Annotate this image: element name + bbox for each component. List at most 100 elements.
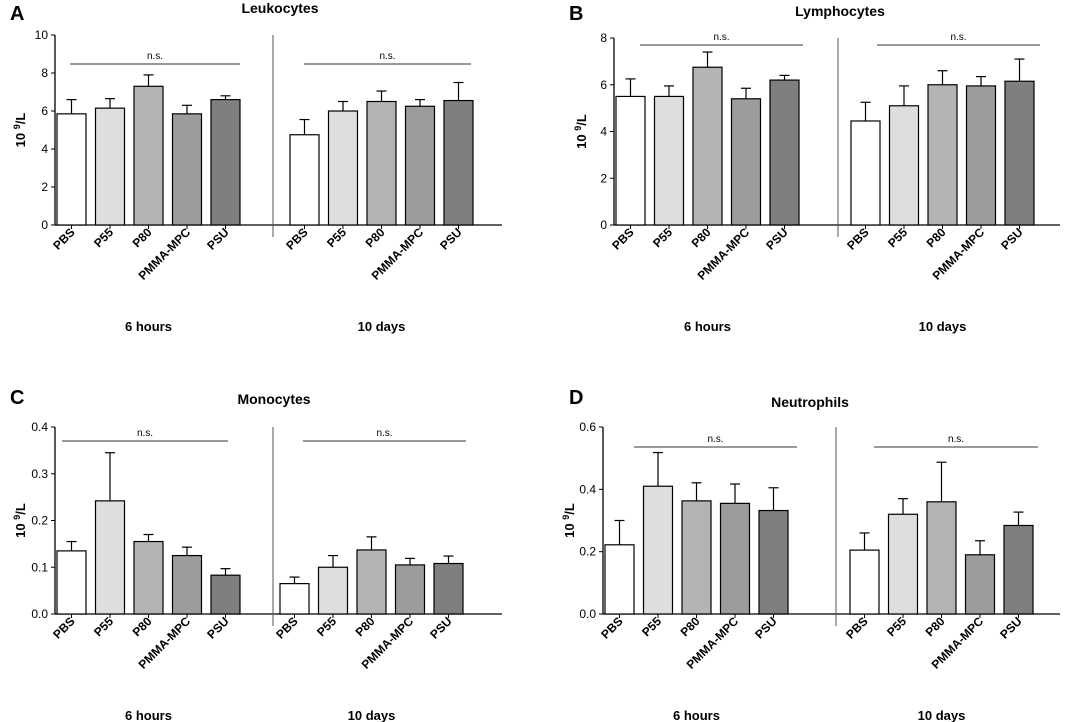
- panel-a-group-1-category-label: PSU: [204, 225, 231, 252]
- panel-c-group-2-category-label: P55: [314, 614, 339, 639]
- panel-a-ytick-label: 6: [41, 104, 48, 118]
- panel-c-group-2-category-label: PSU: [427, 614, 454, 641]
- panel-c-group-2-category-label: PBS: [273, 614, 300, 641]
- panel-c-group-1-sig-label: n.s.: [137, 428, 153, 439]
- panel-c-ylabel-unit: /L: [13, 503, 28, 515]
- panel-c-group-1-bar-pbs: [56, 550, 87, 615]
- panel-b-ylabel-base: 10: [574, 131, 589, 149]
- panel-a-group-1-bar-pbs: [56, 113, 87, 226]
- panel-d-group-2-category-label: P55: [884, 614, 909, 639]
- panel-d-group-2-category-label: P80: [923, 614, 948, 639]
- panel-b-group-1-bar-psu: [769, 79, 800, 226]
- panel-c-group-2-bar-pbs: [279, 583, 310, 615]
- panel-b-group-1-category-label: P55: [650, 225, 675, 250]
- panel-d-ytick-label: 0.2: [579, 545, 596, 559]
- panel-c-ytick-label: 0.3: [31, 467, 48, 481]
- panel-d-group-1-bar-p55: [642, 485, 674, 615]
- panel-b-ytick-label: 6: [600, 78, 607, 92]
- panel-b-group-2-sig-label: n.s.: [950, 32, 966, 43]
- panel-c-ytick-label: 0.2: [31, 514, 48, 528]
- panel-d-group-2-bar-pbs: [849, 549, 880, 615]
- panel-a-group-1-sig-label: n.s.: [147, 51, 163, 62]
- panel-c-ylabel-base: 10: [13, 520, 28, 538]
- panel-d-group-1-label: 6 hours: [673, 708, 720, 722]
- panel-b-group-2-category-label: PBS: [844, 225, 871, 252]
- panel-c-ytick-label: 0.0: [31, 607, 48, 621]
- panel-c-group-1-bar-pmma-mpc: [171, 554, 203, 615]
- panel-a-group-2-category-label: P80: [363, 225, 388, 250]
- panel-a-ylabel-base: 10: [13, 129, 28, 147]
- panel-d-group-1-bar-pbs: [604, 544, 635, 615]
- panel-b-group-2-category-label: P55: [885, 225, 910, 250]
- panel-a-ytick-label: 0: [41, 218, 48, 232]
- panel-d-group-1-category-label: PSU: [752, 614, 779, 641]
- panel-d-ytick-label: 0.6: [579, 420, 596, 434]
- panel-d-group-2-category-label: PBS: [843, 614, 870, 641]
- panel-d-group-2-bar-pmma-mpc: [964, 554, 996, 615]
- panel-c-group-1-category-label: PSU: [204, 614, 231, 641]
- panel-a-ytick-label: 8: [41, 66, 48, 80]
- panel-c-group-1-label: 6 hours: [125, 708, 172, 722]
- panel-b-ylabel-unit: /L: [574, 114, 589, 126]
- panel-d-group-2-label: 10 days: [918, 708, 966, 722]
- panel-a-group-2-bar-p55: [327, 110, 359, 226]
- panel-d-group-1-bar-psu: [758, 509, 789, 615]
- panel-b-ytick-label: 2: [600, 171, 607, 185]
- panel-a-letter: A: [10, 3, 24, 25]
- panel-d-group-2-sig-label: n.s.: [948, 434, 964, 445]
- panel-b-ytick-label: 8: [600, 31, 607, 45]
- panel-c-ytick-label: 0.1: [31, 560, 48, 574]
- panel-b-ylabel: 10 9/L: [573, 114, 589, 149]
- panel-d-letter: D: [569, 387, 583, 409]
- panel-b-letter: B: [569, 3, 583, 25]
- panel-c-group-2-bar-psu: [433, 562, 464, 615]
- panel-c-group-1-bar-psu: [210, 574, 241, 615]
- panel-d-group-2-category-label: PSU: [997, 614, 1024, 641]
- panel-a-group-2-bar-pbs: [289, 134, 320, 226]
- panel-a-group-2-sig-label: n.s.: [379, 51, 395, 62]
- panel-c-title: Monocytes: [237, 391, 310, 407]
- panel-b-group-1-sig-label: n.s.: [713, 32, 729, 43]
- panel-b-group-2-bar-psu: [1004, 80, 1035, 226]
- panel-a-ylabel-unit: /L: [13, 113, 28, 125]
- panel-d-group-2-bar-p55: [887, 513, 919, 615]
- panel-c-group-1-category-label: P55: [91, 614, 116, 639]
- panel-b-group-2-category-label: PSU: [998, 225, 1025, 252]
- panel-d-ylabel: 10 9/L: [561, 503, 577, 538]
- panel-a-group-2-category-label: P55: [324, 225, 349, 250]
- panel-a-group-1-bar-p80: [133, 85, 164, 226]
- panel-b-group-2-label: 10 days: [919, 319, 967, 334]
- panel-a-ytick-label: 4: [41, 142, 48, 156]
- panel-d-group-1-category-label: P55: [639, 614, 664, 639]
- panel-c-group-2-label: 10 days: [348, 708, 396, 722]
- panel-d-ylabel-exponent: 9: [561, 515, 571, 520]
- panel-c-group-2-bar-p55: [317, 566, 349, 615]
- panel-c-group-1-category-label: P80: [130, 614, 155, 639]
- panel-b-group-2-bar-pbs: [850, 120, 881, 226]
- panel-c-group-1-bar-p55: [94, 500, 126, 615]
- panel-a-ylabel-exponent: 9: [12, 124, 22, 129]
- panel-b-group-1-label: 6 hours: [684, 319, 731, 334]
- panel-a-ytick-label: 10: [35, 28, 49, 42]
- panel-a-group-2-bar-psu: [443, 99, 474, 226]
- panel-b-group-1-bar-pbs: [615, 95, 646, 226]
- panel-c-group-2-category-label: P80: [353, 614, 378, 639]
- panel-c-group-1-category-label: PBS: [50, 614, 77, 641]
- panel-d-group-1-category-label: P80: [678, 614, 703, 639]
- panel-d-ylabel-base: 10: [562, 520, 577, 538]
- panel-d-group-1-sig-label: n.s.: [707, 434, 723, 445]
- panel-c-group-2-bar-pmma-mpc: [394, 564, 426, 615]
- panel-a-group-2-category-label: PSU: [437, 225, 464, 252]
- panel-b-group-1-category-label: P80: [689, 225, 714, 250]
- panel-d-ytick-label: 0.0: [579, 607, 596, 621]
- panel-a-group-1-label: 6 hours: [125, 319, 172, 334]
- panel-c-group-2-sig-label: n.s.: [376, 428, 392, 439]
- panel-b-group-2-category-label: P80: [924, 225, 949, 250]
- panel-b-group-2-bar-pmma-mpc: [965, 85, 997, 226]
- panel-b-group-1-bar-pmma-mpc: [730, 98, 762, 226]
- panel-b-group-2-bar-p55: [888, 105, 920, 226]
- panel-b-group-2-bar-p80: [927, 84, 958, 226]
- panel-c-group-2-bar-p80: [356, 549, 387, 615]
- panel-d-group-1-category-label: PBS: [598, 614, 625, 641]
- panel-b-title: Lymphocytes: [795, 3, 885, 19]
